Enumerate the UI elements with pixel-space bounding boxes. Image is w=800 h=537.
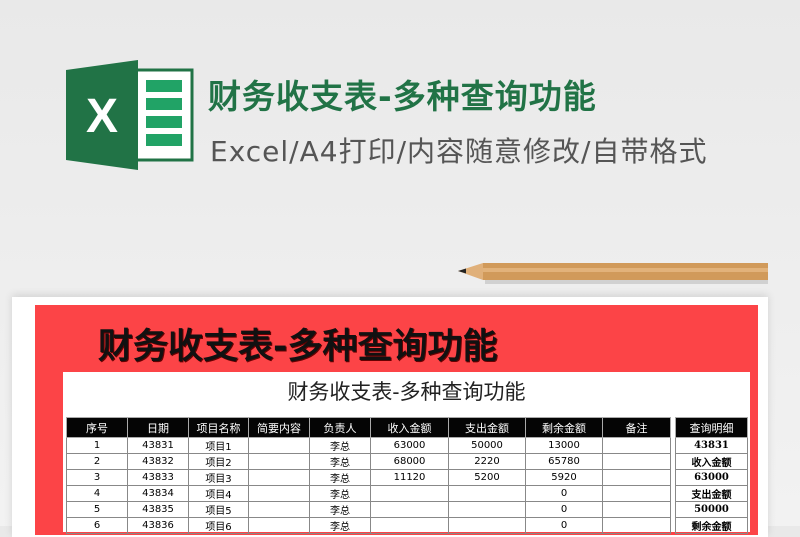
- table-cell[interactable]: [248, 437, 310, 454]
- pencil-icon: [458, 263, 768, 284]
- spreadsheet: 财务收支表-多种查询功能 序号 日期 项目名称 简要内容 负责人 收入金额 支出金额 剩余金额…: [63, 372, 750, 534]
- query-table: 查询明细 43831 收入金额 63000 支出金额 50000 剩余金额: [675, 417, 748, 534]
- table-cell[interactable]: 项目5: [188, 501, 249, 518]
- table-cell[interactable]: 0: [525, 501, 603, 518]
- table-cell[interactable]: 李总: [309, 501, 371, 518]
- table-cell[interactable]: 0: [525, 485, 603, 502]
- table-cell[interactable]: 项目3: [188, 469, 249, 486]
- table-cell[interactable]: 5200: [448, 469, 526, 486]
- table-cell[interactable]: 2220: [448, 453, 526, 470]
- table-cell[interactable]: [370, 501, 449, 518]
- table-cell[interactable]: 项目2: [188, 453, 249, 470]
- table-row: 2 43832 项目2 李总 68000 2220 65780: [66, 453, 671, 470]
- table-row: 3 43833 项目3 李总 11120 5200 5920: [66, 469, 671, 486]
- table-cell[interactable]: 65780: [525, 453, 603, 470]
- table-cell[interactable]: 5920: [525, 469, 603, 486]
- column-header: 负责人: [309, 417, 371, 438]
- table-cell[interactable]: 李总: [309, 469, 371, 486]
- table-cell[interactable]: [602, 437, 671, 454]
- table-cell[interactable]: 项目4: [188, 485, 249, 502]
- ledger-table: 序号 日期 项目名称 简要内容 负责人 收入金额 支出金额 剩余金额 备注 1 43831 项目1 李…: [66, 417, 671, 534]
- table-cell[interactable]: [448, 501, 526, 518]
- table-cell[interactable]: [248, 469, 310, 486]
- column-header: 剩余金额: [525, 417, 603, 438]
- table-cell[interactable]: 43835: [127, 501, 189, 518]
- table-cell[interactable]: 2: [66, 453, 128, 470]
- table-cell[interactable]: [248, 501, 310, 518]
- table-cell[interactable]: 3: [66, 469, 128, 486]
- banner-title: 财务收支表-多种查询功能: [98, 327, 498, 367]
- table-cell[interactable]: [602, 453, 671, 470]
- column-header: 日期: [127, 417, 189, 438]
- table-row: 4 43834 项目4 李总 0: [66, 485, 671, 502]
- table-cell[interactable]: 11120: [370, 469, 449, 486]
- sheet-title: 财务收支表-多种查询功能: [287, 380, 526, 404]
- table-cell[interactable]: 李总: [309, 485, 371, 502]
- query-cell[interactable]: 43831: [675, 437, 748, 454]
- query-header: 查询明细: [675, 417, 748, 438]
- column-header: 简要内容: [248, 417, 310, 438]
- table-cell[interactable]: 4: [66, 485, 128, 502]
- table-cell[interactable]: 68000: [370, 453, 449, 470]
- table-row: 1 43831 项目1 李总 63000 50000 13000: [66, 437, 671, 454]
- svg-text:X: X: [86, 90, 118, 143]
- table-cell[interactable]: [448, 485, 526, 502]
- query-cell[interactable]: 50000: [675, 501, 748, 518]
- table-cell[interactable]: [602, 501, 671, 518]
- table-cell[interactable]: 13000: [525, 437, 603, 454]
- table-cell[interactable]: [370, 485, 449, 502]
- table-cell[interactable]: 李总: [309, 453, 371, 470]
- column-header: 收入金额: [370, 417, 449, 438]
- table-cell[interactable]: 43832: [127, 453, 189, 470]
- table-cell[interactable]: 项目1: [188, 437, 249, 454]
- table-cell[interactable]: 50000: [448, 437, 526, 454]
- column-header: 序号: [66, 417, 128, 438]
- table-cell[interactable]: 43833: [127, 469, 189, 486]
- column-header: 备注: [602, 417, 671, 438]
- table-cell[interactable]: 43831: [127, 437, 189, 454]
- page-title: 财务收支表-多种查询功能: [208, 77, 597, 116]
- table-cell[interactable]: 1: [66, 437, 128, 454]
- table-cell[interactable]: 43834: [127, 485, 189, 502]
- table-cell[interactable]: [248, 485, 310, 502]
- query-cell[interactable]: 63000: [675, 469, 748, 486]
- table-cell[interactable]: 李总: [309, 437, 371, 454]
- table-row: 5 43835 项目5 李总 0: [66, 501, 671, 518]
- table-cell[interactable]: 63000: [370, 437, 449, 454]
- table-cell[interactable]: [602, 485, 671, 502]
- table-cell[interactable]: [602, 469, 671, 486]
- column-header: 项目名称: [188, 417, 249, 438]
- page-subtitle: Excel/A4打印/内容随意修改/自带格式: [210, 135, 708, 168]
- query-cell[interactable]: 收入金额: [675, 453, 748, 470]
- excel-logo-icon: X: [66, 60, 194, 170]
- query-cell[interactable]: 支出金额: [675, 485, 748, 502]
- column-header: 支出金额: [448, 417, 526, 438]
- table-cell[interactable]: 5: [66, 501, 128, 518]
- table-cell[interactable]: [248, 453, 310, 470]
